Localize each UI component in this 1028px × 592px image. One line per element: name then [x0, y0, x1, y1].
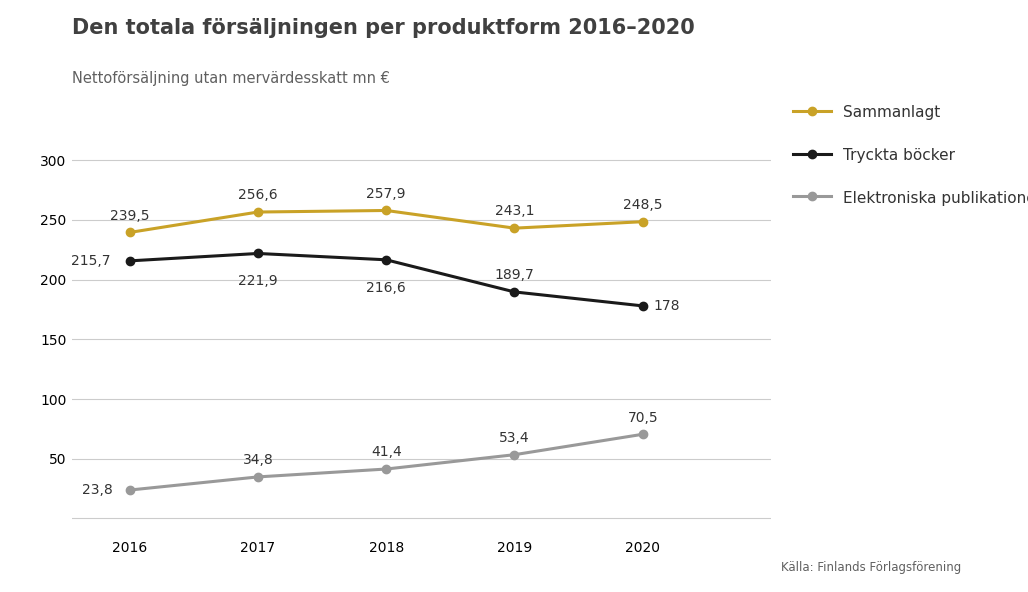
Text: Den totala försäljningen per produktform 2016–2020: Den totala försäljningen per produktform…	[72, 18, 695, 38]
Text: 53,4: 53,4	[500, 431, 529, 445]
Text: Nettoförsäljning utan mervärdesskatt mn €: Nettoförsäljning utan mervärdesskatt mn …	[72, 71, 390, 86]
Text: 189,7: 189,7	[494, 268, 535, 282]
Legend: Sammanlagt, Tryckta böcker, Elektroniska publikationer: Sammanlagt, Tryckta böcker, Elektroniska…	[793, 105, 1028, 205]
Text: Källa: Finlands Förlagsförening: Källa: Finlands Förlagsförening	[781, 561, 961, 574]
Text: 41,4: 41,4	[371, 445, 402, 459]
Text: 34,8: 34,8	[243, 453, 273, 467]
Text: 23,8: 23,8	[82, 483, 113, 497]
Text: 248,5: 248,5	[623, 198, 662, 212]
Text: 178: 178	[654, 299, 681, 313]
Text: 257,9: 257,9	[366, 186, 406, 201]
Text: 221,9: 221,9	[238, 274, 278, 288]
Text: 216,6: 216,6	[366, 281, 406, 295]
Text: 215,7: 215,7	[71, 254, 110, 268]
Text: 239,5: 239,5	[110, 209, 149, 223]
Text: 243,1: 243,1	[494, 204, 535, 218]
Text: 70,5: 70,5	[627, 411, 658, 424]
Text: 256,6: 256,6	[238, 188, 278, 202]
